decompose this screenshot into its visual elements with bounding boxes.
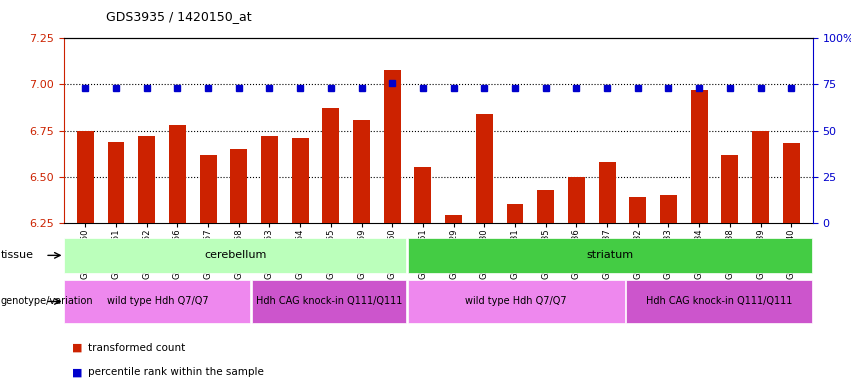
Bar: [408, 280, 625, 323]
Bar: [660, 195, 677, 223]
Bar: [568, 177, 585, 223]
Bar: [323, 108, 340, 223]
Bar: [77, 131, 94, 223]
Bar: [752, 131, 769, 223]
Text: ■: ■: [72, 343, 83, 353]
Bar: [65, 280, 250, 323]
Bar: [445, 215, 462, 223]
Text: GDS3935 / 1420150_at: GDS3935 / 1420150_at: [106, 10, 252, 23]
Bar: [107, 142, 124, 223]
Bar: [537, 190, 554, 223]
Bar: [169, 125, 186, 223]
Bar: [630, 197, 646, 223]
Bar: [252, 280, 407, 323]
Text: striatum: striatum: [586, 250, 633, 260]
Bar: [722, 154, 739, 223]
Text: ■: ■: [72, 367, 83, 377]
Bar: [476, 114, 493, 223]
Bar: [691, 90, 707, 223]
Text: wild type Hdh Q7/Q7: wild type Hdh Q7/Q7: [465, 296, 567, 306]
Bar: [200, 154, 216, 223]
Text: tissue: tissue: [1, 250, 34, 260]
Bar: [353, 119, 370, 223]
Text: genotype/variation: genotype/variation: [1, 296, 94, 306]
Bar: [506, 204, 523, 223]
Text: transformed count: transformed count: [88, 343, 185, 353]
Bar: [626, 280, 812, 323]
Bar: [65, 238, 407, 273]
Text: Hdh CAG knock-in Q111/Q111: Hdh CAG knock-in Q111/Q111: [256, 296, 403, 306]
Bar: [384, 70, 401, 223]
Bar: [598, 162, 615, 223]
Bar: [408, 238, 812, 273]
Text: wild type Hdh Q7/Q7: wild type Hdh Q7/Q7: [106, 296, 208, 306]
Bar: [231, 149, 247, 223]
Bar: [292, 138, 309, 223]
Bar: [414, 167, 431, 223]
Bar: [138, 136, 155, 223]
Text: percentile rank within the sample: percentile rank within the sample: [88, 367, 264, 377]
Bar: [261, 136, 278, 223]
Text: cerebellum: cerebellum: [204, 250, 266, 260]
Bar: [783, 144, 800, 223]
Text: Hdh CAG knock-in Q111/Q111: Hdh CAG knock-in Q111/Q111: [646, 296, 792, 306]
